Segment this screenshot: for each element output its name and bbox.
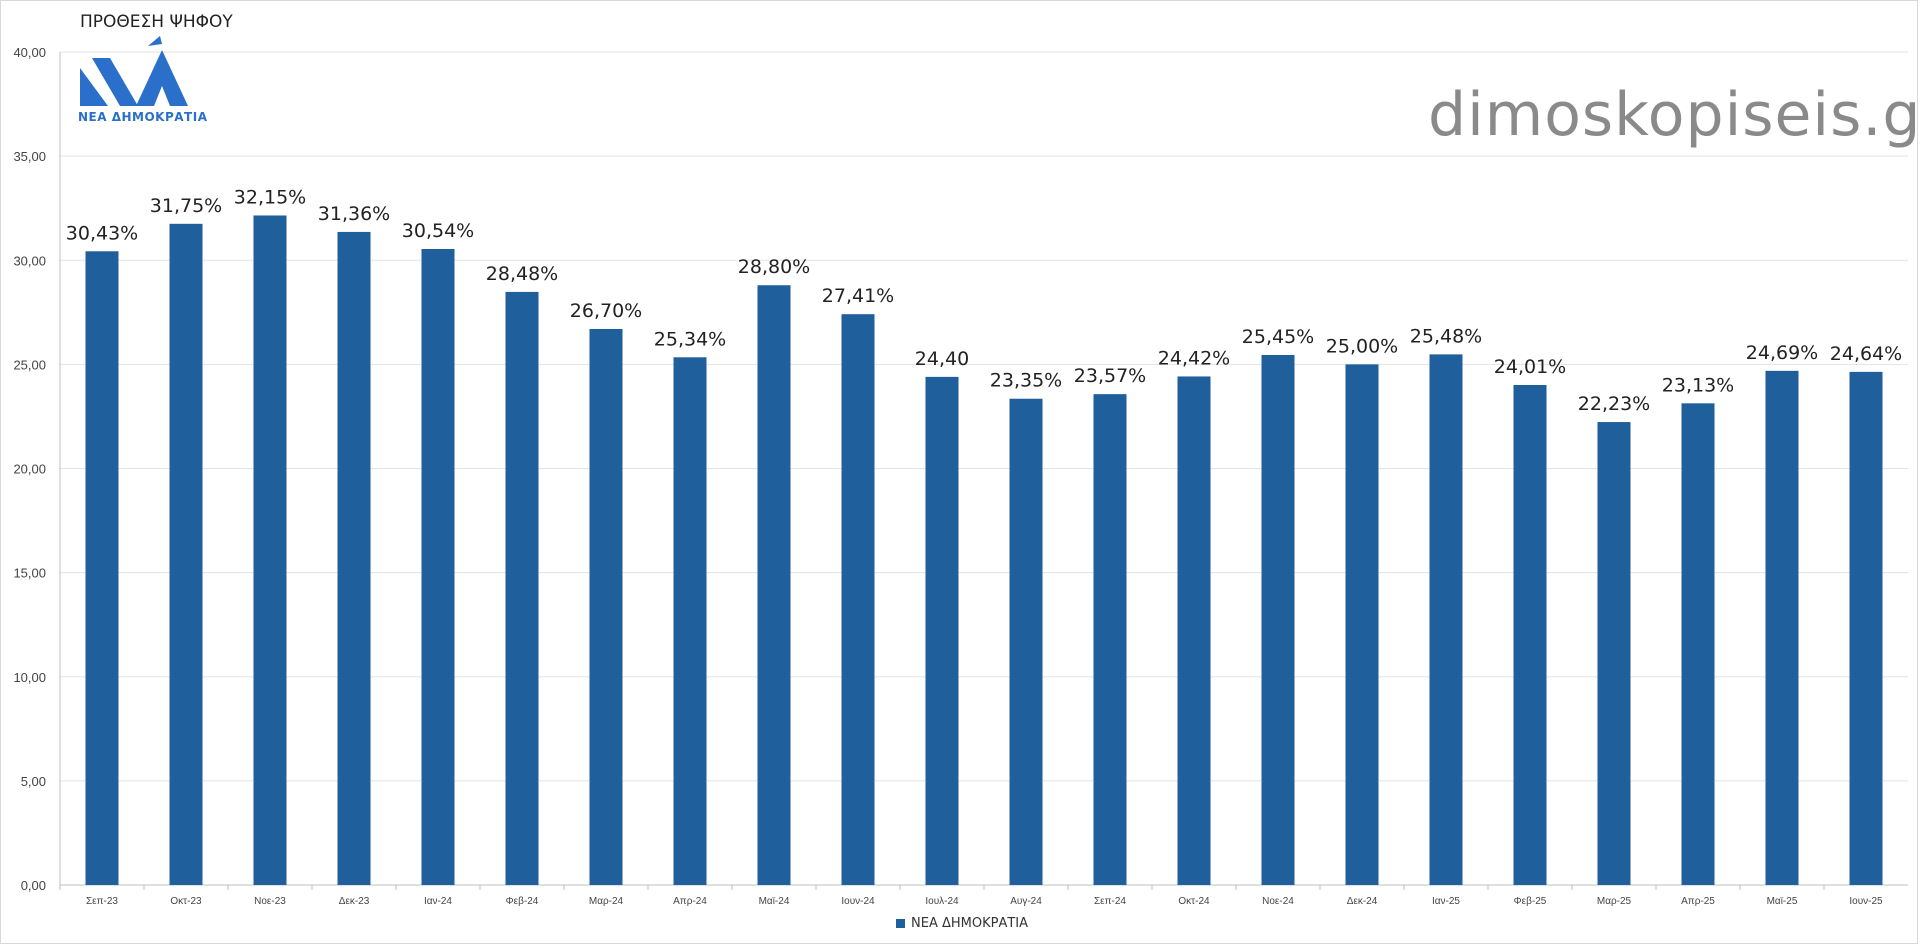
bar xyxy=(421,249,455,885)
bar xyxy=(841,314,875,885)
x-tick-label: Σεπ-24 xyxy=(1094,896,1126,907)
logo-text: ΝΕΑ ΔΗΜΟΚΡΑΤΙΑ xyxy=(78,110,208,124)
x-tick-label: Απρ-25 xyxy=(1681,896,1715,907)
data-label: 23,57% xyxy=(1074,365,1146,387)
data-label: 24,42% xyxy=(1158,347,1230,369)
data-label: 30,54% xyxy=(402,220,474,242)
bar xyxy=(1765,370,1799,885)
data-label: 30,43% xyxy=(66,222,138,244)
x-tick-label: Μαϊ-25 xyxy=(1767,896,1798,907)
y-tick-label: 20,00 xyxy=(13,462,46,477)
x-tick-label: Οκτ-24 xyxy=(1178,896,1210,907)
data-label: 23,35% xyxy=(990,370,1062,392)
nd-logo xyxy=(78,36,208,126)
x-tick-label: Φεβ-24 xyxy=(506,896,539,907)
bar xyxy=(925,376,959,885)
data-label: 32,15% xyxy=(234,186,306,208)
x-tick-label: Φεβ-25 xyxy=(1514,896,1547,907)
bar xyxy=(253,215,287,885)
bar xyxy=(1513,384,1547,885)
data-label: 28,48% xyxy=(486,263,558,285)
y-tick-label: 5,00 xyxy=(21,774,46,789)
x-tick-label: Δεκ-23 xyxy=(339,896,370,907)
bar xyxy=(757,285,791,885)
data-label: 31,36% xyxy=(318,203,390,225)
bar xyxy=(1093,394,1127,885)
bar xyxy=(1345,364,1379,885)
bar xyxy=(1597,422,1631,885)
bar xyxy=(589,328,623,885)
y-tick-label: 30,00 xyxy=(13,253,46,268)
x-tick-label: Ιαν-25 xyxy=(1432,896,1460,907)
bar xyxy=(169,223,203,885)
bar xyxy=(1261,355,1295,885)
bar xyxy=(673,357,707,885)
bar xyxy=(1009,398,1043,885)
data-label: 24,40 xyxy=(915,348,969,370)
bar xyxy=(1177,376,1211,885)
x-tick-label: Αυγ-24 xyxy=(1010,896,1042,907)
x-tick-label: Μαρ-25 xyxy=(1597,896,1632,907)
bar xyxy=(505,291,539,885)
data-label: 24,01% xyxy=(1494,356,1566,378)
bar xyxy=(337,231,371,886)
bar xyxy=(1429,354,1463,885)
x-tick-label: Σεπ-23 xyxy=(86,896,118,907)
x-tick-label: Δεκ-24 xyxy=(1347,896,1378,907)
data-label: 28,80% xyxy=(738,256,810,278)
legend-label: ΝΕΑ ΔΗΜΟΚΡΑΤΙΑ xyxy=(911,916,1029,931)
y-tick-label: 25,00 xyxy=(13,357,46,372)
data-label: 22,23% xyxy=(1578,393,1650,415)
x-tick-label: Μαϊ-24 xyxy=(759,896,790,907)
data-label: 24,64% xyxy=(1830,343,1902,365)
nd-logo-icon xyxy=(80,36,188,106)
y-tick-label: 10,00 xyxy=(13,670,46,685)
bar xyxy=(1849,371,1883,885)
x-tick-label: Απρ-24 xyxy=(673,896,707,907)
data-label: 25,34% xyxy=(654,328,726,350)
legend-swatch xyxy=(896,919,905,928)
x-tick-label: Οκτ-23 xyxy=(170,896,202,907)
y-tick-label: 15,00 xyxy=(13,566,46,581)
x-tick-label: Μαρ-24 xyxy=(589,896,624,907)
bar xyxy=(1681,403,1715,885)
y-tick-label: 0,00 xyxy=(21,878,46,893)
x-tick-label: Ιουν-25 xyxy=(1849,896,1883,907)
data-label: 31,75% xyxy=(150,195,222,217)
x-tick-label: Νοε-24 xyxy=(1262,896,1294,907)
y-tick-label: 40,00 xyxy=(13,45,46,60)
data-label: 25,48% xyxy=(1410,325,1482,347)
legend: ΝΕΑ ΔΗΜΟΚΡΑΤΙΑ xyxy=(896,916,1028,931)
x-tick-label: Νοε-23 xyxy=(254,896,286,907)
bar xyxy=(85,251,119,885)
data-label: 24,69% xyxy=(1746,342,1818,364)
data-label: 27,41% xyxy=(822,285,894,307)
chart-title: ΠΡΟΘΕΣΗ ΨΗΦΟΥ xyxy=(80,12,233,32)
data-label: 25,45% xyxy=(1242,326,1314,348)
data-label: 25,00% xyxy=(1326,335,1398,357)
site-watermark: dimoskopiseis.gr xyxy=(1428,80,1920,150)
y-tick-label: 35,00 xyxy=(13,149,46,164)
x-tick-label: Ιαν-24 xyxy=(424,896,452,907)
x-tick-label: Ιουλ-24 xyxy=(925,896,959,907)
x-tick-label: Ιουν-24 xyxy=(841,896,875,907)
data-label: 26,70% xyxy=(570,300,642,322)
data-label: 23,13% xyxy=(1662,374,1734,396)
